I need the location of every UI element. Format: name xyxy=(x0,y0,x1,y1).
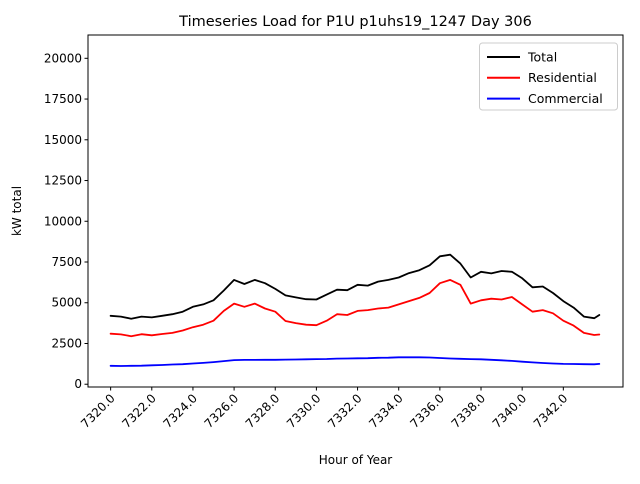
x-tick-label: 7326.0 xyxy=(202,391,242,431)
y-tick-label: 0 xyxy=(74,377,82,391)
plot-border xyxy=(87,34,624,388)
legend-label-total: Total xyxy=(527,49,557,64)
x-tick-label: 7322.0 xyxy=(119,391,159,431)
y-tick-label: 5000 xyxy=(51,296,82,310)
x-tick-label: 7324.0 xyxy=(160,391,200,431)
x-tick-label: 7342.0 xyxy=(531,391,571,431)
x-axis-label: Hour of Year xyxy=(319,453,393,467)
y-tick-label: 20000 xyxy=(44,51,82,65)
x-tick-label: 7334.0 xyxy=(366,391,406,431)
x-axis-ticks: 7320.0 7322.0 7324.0 7326.0 7328.0 7330.0 7332… xyxy=(78,387,570,431)
x-tick-label: 7332.0 xyxy=(325,391,365,431)
series-line-commercial xyxy=(109,356,601,367)
y-axis-ticks: 0 2500 5000 7500 10000 12500 15000 17500 20000 xyxy=(44,51,88,391)
series-lines xyxy=(109,253,601,367)
y-tick-label: 17500 xyxy=(44,92,82,106)
y-tick-label: 10000 xyxy=(44,214,82,228)
chart-title: Timeseries Load for P1U p1uhs19_1247 Day… xyxy=(178,14,532,30)
series-line-total xyxy=(109,253,601,320)
y-tick-label: 15000 xyxy=(44,133,82,147)
y-tick-label: 7500 xyxy=(51,255,82,269)
x-tick-label: 7338.0 xyxy=(449,391,489,431)
x-tick-label: 7320.0 xyxy=(78,391,118,431)
y-tick-label: 12500 xyxy=(44,174,82,188)
x-tick-label: 7340.0 xyxy=(490,391,530,431)
series-line-residential xyxy=(109,278,601,338)
legend-label-residential: Residential xyxy=(528,70,597,85)
x-tick-label: 7330.0 xyxy=(284,391,324,431)
legend-label-commercial: Commercial xyxy=(528,91,603,106)
x-tick-label: 7328.0 xyxy=(243,391,283,431)
y-axis-label: kW total xyxy=(10,186,24,236)
legend: Total Residential Commercial xyxy=(479,42,618,111)
y-tick-label: 2500 xyxy=(51,336,82,350)
x-tick-label: 7336.0 xyxy=(407,391,447,431)
legend-box xyxy=(479,42,618,111)
